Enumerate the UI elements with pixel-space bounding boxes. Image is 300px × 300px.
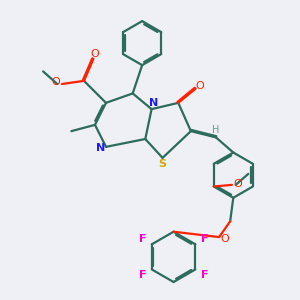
Text: F: F	[139, 270, 146, 280]
Text: O: O	[195, 81, 204, 91]
Text: F: F	[201, 234, 208, 244]
Text: F: F	[201, 270, 208, 280]
Text: O: O	[91, 49, 99, 59]
Text: O: O	[220, 234, 229, 244]
Text: N: N	[96, 143, 105, 153]
Text: H: H	[212, 124, 220, 135]
Text: F: F	[139, 234, 146, 244]
Text: N: N	[148, 98, 158, 109]
Text: O: O	[233, 179, 242, 189]
Text: O: O	[51, 77, 60, 87]
Text: S: S	[158, 159, 166, 169]
